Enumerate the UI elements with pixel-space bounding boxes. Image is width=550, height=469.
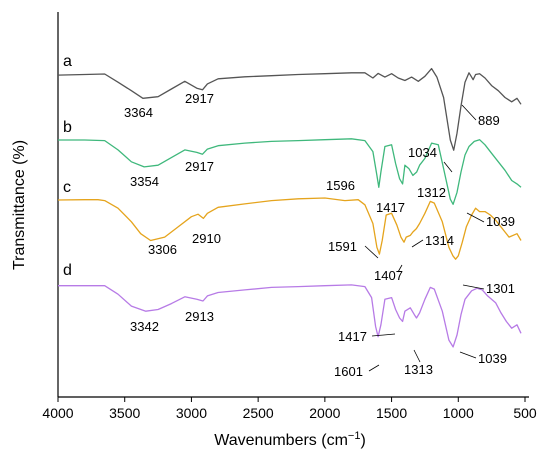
x-tick-label: 2500 bbox=[243, 405, 274, 421]
leader-d-1417 bbox=[371, 333, 396, 337]
peak-label-c-2910: 2910 bbox=[192, 231, 221, 246]
peak-label-c-1314: 1314 bbox=[425, 233, 454, 248]
leader-b-1039 bbox=[466, 212, 485, 223]
peak-label-b-1417: 1417 bbox=[376, 200, 405, 215]
peak-label-a-889: 889 bbox=[478, 113, 500, 128]
leader-a-889 bbox=[461, 104, 477, 121]
peak-label-a-3364: 3364 bbox=[124, 105, 153, 120]
peak-label-a-2917: 2917 bbox=[185, 91, 214, 106]
axes: 4000 3500 3000 2500 2000 1500 1000 500 bbox=[42, 12, 537, 421]
peak-label-d-3342: 3342 bbox=[130, 319, 159, 334]
leader-b-1034 bbox=[443, 161, 453, 173]
leader-c-1314 bbox=[411, 239, 424, 248]
leader-d-1601 bbox=[368, 364, 380, 372]
curve-label-b: b bbox=[63, 119, 72, 136]
peak-label-c-1301: 1301 bbox=[486, 281, 515, 296]
peak-label-d-1601: 1601 bbox=[334, 364, 363, 379]
x-tick-label: 4000 bbox=[42, 405, 73, 421]
x-axis-title-close: ) bbox=[360, 432, 365, 449]
peak-label-b-1596: 1596 bbox=[326, 178, 355, 193]
curve-label-a: a bbox=[63, 53, 72, 70]
leader-c-1591 bbox=[364, 245, 379, 259]
peak-label-c-1591: 1591 bbox=[328, 239, 357, 254]
curve-label-d: d bbox=[63, 262, 72, 279]
spectrum-line-c bbox=[57, 197, 522, 260]
spectrum-line-d bbox=[58, 284, 522, 348]
x-tick-label: 500 bbox=[513, 405, 537, 421]
peak-label-b-1034: 1034 bbox=[408, 145, 437, 160]
leader-c-1407 bbox=[397, 264, 403, 273]
leader-d-1313 bbox=[413, 349, 421, 363]
peak-label-b-1312: 1312 bbox=[417, 185, 446, 200]
x-tick-label: 3500 bbox=[109, 405, 140, 421]
spectrum-line-b bbox=[58, 138, 522, 205]
peak-label-b-3354: 3354 bbox=[130, 174, 159, 189]
x-axis-title-sup: −1 bbox=[348, 430, 361, 442]
peak-label-b-2917: 2917 bbox=[185, 159, 214, 174]
x-axis-title-text: Wavenumbers (cm bbox=[214, 432, 348, 449]
leader-d-1039 bbox=[459, 351, 477, 359]
x-tick-label: 3000 bbox=[176, 405, 207, 421]
peak-label-b-1039: 1039 bbox=[486, 214, 515, 229]
peak-label-c-3306: 3306 bbox=[148, 242, 177, 257]
spectrum-line-a bbox=[57, 67, 522, 151]
peak-label-d-1039: 1039 bbox=[478, 351, 507, 366]
x-axis-title: Wavenumbers (cm−1) bbox=[214, 430, 366, 449]
y-axis-title: Transmittance (%) bbox=[11, 140, 28, 270]
labels-layer: a b c d 3364 2917 889 3354 2917 1596 141… bbox=[11, 53, 515, 449]
x-tick-label: 1500 bbox=[376, 405, 407, 421]
peak-label-d-1417: 1417 bbox=[338, 329, 367, 344]
series-layer bbox=[57, 67, 522, 348]
peak-label-d-1313: 1313 bbox=[404, 362, 433, 377]
x-tick-label: 1000 bbox=[443, 405, 474, 421]
curve-label-c: c bbox=[63, 179, 71, 196]
x-tick-label: 2000 bbox=[309, 405, 340, 421]
leader-c-1301 bbox=[462, 284, 485, 290]
peak-label-d-2913: 2913 bbox=[185, 309, 214, 324]
peak-label-c-1407: 1407 bbox=[374, 268, 403, 283]
